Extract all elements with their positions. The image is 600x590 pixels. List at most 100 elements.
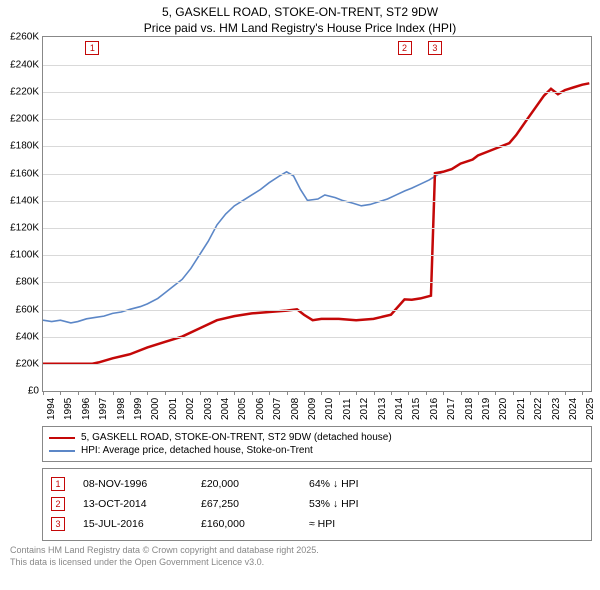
chart-marker-2: 2 xyxy=(398,41,412,55)
event-row: 2 13-OCT-2014 £67,250 53% ↓ HPI xyxy=(51,494,583,514)
event-price: £20,000 xyxy=(201,478,291,490)
x-tick-mark xyxy=(200,391,201,395)
title-line-2: Price paid vs. HM Land Registry's House … xyxy=(0,20,600,36)
event-price: £160,000 xyxy=(201,518,291,530)
y-tick-label: £100K xyxy=(3,250,39,261)
x-tick-label: 2008 xyxy=(290,398,301,420)
x-tick-mark xyxy=(391,391,392,395)
x-tick-label: 2023 xyxy=(551,398,562,420)
x-tick-label: 2015 xyxy=(411,398,422,420)
x-tick-label: 2006 xyxy=(255,398,266,420)
x-tick-mark xyxy=(478,391,479,395)
x-tick-mark xyxy=(287,391,288,395)
gridline xyxy=(43,255,591,256)
x-tick-label: 2014 xyxy=(394,398,405,420)
event-price: £67,250 xyxy=(201,498,291,510)
x-tick-mark xyxy=(217,391,218,395)
event-marker: 2 xyxy=(51,497,65,511)
title-line-1: 5, GASKELL ROAD, STOKE-ON-TRENT, ST2 9DW xyxy=(0,4,600,20)
gridline xyxy=(43,174,591,175)
price-chart: 5, GASKELL ROAD, STOKE-ON-TRENT, ST2 9DW… xyxy=(0,0,600,568)
x-tick-label: 1999 xyxy=(133,398,144,420)
gridline xyxy=(43,310,591,311)
y-tick-label: £160K xyxy=(3,168,39,179)
x-tick-label: 2016 xyxy=(429,398,440,420)
event-marker: 1 xyxy=(51,477,65,491)
x-tick-label: 2011 xyxy=(342,399,353,421)
y-tick-label: £120K xyxy=(3,222,39,233)
x-tick-mark xyxy=(495,391,496,395)
gridline xyxy=(43,337,591,338)
y-tick-label: £220K xyxy=(3,86,39,97)
x-tick-label: 1996 xyxy=(81,398,92,420)
y-tick-label: £40K xyxy=(3,331,39,342)
x-tick-mark xyxy=(565,391,566,395)
x-tick-label: 2019 xyxy=(481,398,492,420)
gridline xyxy=(43,65,591,66)
gridline xyxy=(43,364,591,365)
x-tick-label: 2007 xyxy=(272,398,283,420)
gridline xyxy=(43,146,591,147)
x-tick-label: 2009 xyxy=(307,398,318,420)
x-tick-label: 2022 xyxy=(533,398,544,420)
x-tick-label: 2025 xyxy=(585,398,596,420)
event-delta: ≈ HPI xyxy=(309,518,335,530)
x-tick-label: 2018 xyxy=(464,398,475,420)
y-tick-label: £180K xyxy=(3,141,39,152)
x-tick-label: 1997 xyxy=(98,398,109,420)
x-tick-mark xyxy=(426,391,427,395)
x-tick-mark xyxy=(339,391,340,395)
x-tick-label: 2010 xyxy=(324,398,335,420)
x-tick-mark xyxy=(548,391,549,395)
y-tick-label: £80K xyxy=(3,277,39,288)
event-row: 1 08-NOV-1996 £20,000 64% ↓ HPI xyxy=(51,474,583,494)
y-tick-label: £20K xyxy=(3,359,39,370)
x-tick-mark xyxy=(269,391,270,395)
gridline xyxy=(43,282,591,283)
x-tick-label: 2013 xyxy=(377,398,388,420)
y-tick-label: £240K xyxy=(3,59,39,70)
x-tick-mark xyxy=(408,391,409,395)
x-tick-label: 1995 xyxy=(63,398,74,420)
x-tick-label: 2021 xyxy=(516,398,527,420)
event-delta: 53% ↓ HPI xyxy=(309,498,359,510)
events-table: 1 08-NOV-1996 £20,000 64% ↓ HPI 2 13-OCT-2014… xyxy=(42,468,592,541)
y-tick-label: £140K xyxy=(3,195,39,206)
event-date: 08-NOV-1996 xyxy=(83,478,183,490)
legend-swatch xyxy=(49,450,75,452)
gridline xyxy=(43,228,591,229)
x-tick-mark xyxy=(113,391,114,395)
gridline xyxy=(43,119,591,120)
x-tick-label: 2020 xyxy=(498,398,509,420)
legend-row: HPI: Average price, detached house, Stok… xyxy=(49,444,585,457)
x-tick-mark xyxy=(234,391,235,395)
x-tick-mark xyxy=(252,391,253,395)
y-tick-label: £60K xyxy=(3,304,39,315)
legend-swatch xyxy=(49,437,75,439)
x-tick-label: 2024 xyxy=(568,398,579,420)
event-delta: 64% ↓ HPI xyxy=(309,478,359,490)
x-tick-label: 1994 xyxy=(46,398,57,420)
series-price_paid xyxy=(43,84,589,364)
event-date: 15-JUL-2016 xyxy=(83,518,183,530)
chart-marker-1: 1 xyxy=(85,41,99,55)
legend-label: HPI: Average price, detached house, Stok… xyxy=(81,445,313,456)
x-tick-label: 2005 xyxy=(237,398,248,420)
x-tick-label: 2000 xyxy=(150,398,161,420)
x-tick-mark xyxy=(582,391,583,395)
chart-lines xyxy=(43,37,591,391)
x-tick-mark xyxy=(374,391,375,395)
x-tick-mark xyxy=(95,391,96,395)
x-tick-label: 2004 xyxy=(220,398,231,420)
x-tick-label: 1998 xyxy=(116,398,127,420)
plot-area: £0£20K£40K£60K£80K£100K£120K£140K£160K£1… xyxy=(42,36,592,392)
x-tick-label: 2017 xyxy=(446,398,457,420)
x-tick-mark xyxy=(43,391,44,395)
x-tick-mark xyxy=(513,391,514,395)
footer-attribution: Contains HM Land Registry data © Crown c… xyxy=(10,545,592,568)
event-date: 13-OCT-2014 xyxy=(83,498,183,510)
gridline xyxy=(43,92,591,93)
x-tick-mark xyxy=(182,391,183,395)
footer-line-1: Contains HM Land Registry data © Crown c… xyxy=(10,545,592,556)
footer-line-2: This data is licensed under the Open Gov… xyxy=(10,557,592,568)
